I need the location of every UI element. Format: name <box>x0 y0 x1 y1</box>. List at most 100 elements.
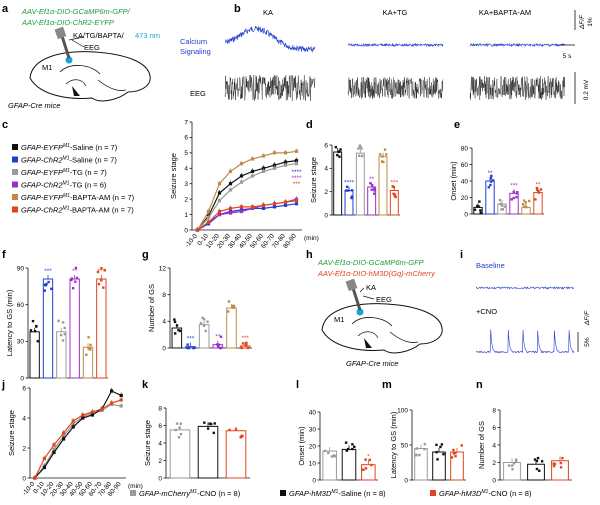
data-point <box>201 316 204 320</box>
panel-a-eeg: EEG <box>84 43 100 52</box>
data-point <box>360 147 363 150</box>
data-point <box>515 195 518 199</box>
data-point <box>31 319 35 323</box>
panel-b-scale-time: 5 s <box>563 53 572 60</box>
calcium-trace-2 <box>347 42 444 48</box>
significance-marker: *** <box>187 336 195 343</box>
panel-letters: a b c d e f g h i j k l m n <box>1 3 483 391</box>
y-tick-label: 4 <box>162 319 166 326</box>
data-point <box>393 193 397 196</box>
panel-b-scale-voltage: 0.2 mV <box>583 79 590 100</box>
data-point <box>85 353 88 357</box>
data-point <box>175 422 179 425</box>
panel-a-virus-1: AAV-Ef1α-DIO-GCaMP6m-GFP/ <box>21 7 131 16</box>
panel-letter-n: n <box>476 379 483 391</box>
bar <box>414 448 428 481</box>
legend-entry: GFAP-EYFPM1-Saline (n = 7) <box>21 143 118 152</box>
y-tick-label: 0 <box>184 227 188 234</box>
significance-marker: *** <box>44 268 52 275</box>
data-point <box>393 194 397 198</box>
legend-swatch <box>12 206 18 213</box>
panel-b-title-1: KA <box>263 8 273 17</box>
significance-marker: *** <box>510 182 518 189</box>
data-point <box>88 348 92 351</box>
legend-entry: GFAP-hM3DM1-CNO (n = 8) <box>439 489 532 498</box>
panel-h-region: M1 <box>334 315 344 324</box>
significance-marker: * <box>367 454 370 461</box>
y-tick-label: 1 <box>184 212 188 219</box>
y-axis-label: Seizure stage <box>7 410 16 456</box>
series-point <box>283 163 288 167</box>
data-point <box>33 329 37 333</box>
data-point <box>202 317 206 321</box>
significance-marker: ** <box>215 334 221 341</box>
data-point <box>384 153 388 156</box>
chart-n: 0 2 4 6 8 Number of GS <box>477 407 572 484</box>
y-axis-label: Onset (min) <box>449 161 458 201</box>
data-point <box>370 463 373 467</box>
data-point <box>233 306 236 309</box>
y-tick-label: 0 <box>158 475 162 482</box>
data-point <box>173 320 177 324</box>
panel-h-eeg: EEG <box>376 295 392 304</box>
y-tick-label: 4 <box>158 440 162 447</box>
panel-a-virus-2: AAV-Ef1α-DIO-ChR2-EYFP <box>21 18 114 27</box>
legend-entry: GFAP-hM3DM1-Saline (n = 8) <box>289 489 386 498</box>
data-point <box>561 456 564 460</box>
data-point <box>358 154 361 158</box>
data-point <box>246 346 250 350</box>
data-point <box>535 467 539 471</box>
data-point <box>535 186 539 190</box>
data-point <box>227 300 231 303</box>
data-point <box>361 468 365 471</box>
y-tick-label: 50 <box>401 442 409 449</box>
legend-swatch <box>12 144 18 150</box>
cno-trace <box>475 329 575 354</box>
y-axis-label: Seizure stage <box>143 420 152 466</box>
data-point <box>476 204 479 208</box>
data-point <box>217 343 221 346</box>
series-line <box>197 200 297 231</box>
significance-marker: **** <box>291 175 302 182</box>
bar <box>432 451 446 481</box>
data-point <box>204 329 207 333</box>
bar <box>361 464 376 481</box>
data-point <box>382 160 385 164</box>
data-point <box>392 185 396 189</box>
data-point <box>538 469 541 472</box>
data-point <box>227 310 230 313</box>
x-axis-unit: (min) <box>304 235 319 242</box>
y-tick-label: 6 <box>158 423 162 430</box>
data-point <box>501 208 505 211</box>
panel-b-title-2: KA+TG <box>383 8 408 17</box>
data-point <box>338 155 341 158</box>
data-point <box>540 460 544 463</box>
y-tick-label: 20 <box>309 443 317 450</box>
data-point <box>559 461 562 465</box>
legend-entry: GFAP-ChR2M1-BAPTA-AM (n = 7) <box>21 206 134 215</box>
data-point <box>369 182 372 185</box>
panel-letter-h: h <box>306 249 313 261</box>
panel-letter-f: f <box>2 249 6 261</box>
data-point <box>537 189 540 193</box>
panel-letter-i: i <box>460 249 463 261</box>
legend-swatch <box>130 490 136 496</box>
series-point <box>217 212 222 217</box>
legend-swatch <box>12 169 18 175</box>
series-line <box>34 399 122 479</box>
data-point <box>100 279 103 282</box>
data-point <box>527 199 531 203</box>
data-point <box>373 187 376 191</box>
data-point <box>240 346 243 350</box>
data-point <box>490 174 493 178</box>
data-point <box>487 186 490 189</box>
data-point <box>35 324 38 328</box>
data-point <box>350 196 353 200</box>
data-point <box>559 466 563 469</box>
data-point <box>357 147 360 150</box>
data-point <box>213 422 216 425</box>
